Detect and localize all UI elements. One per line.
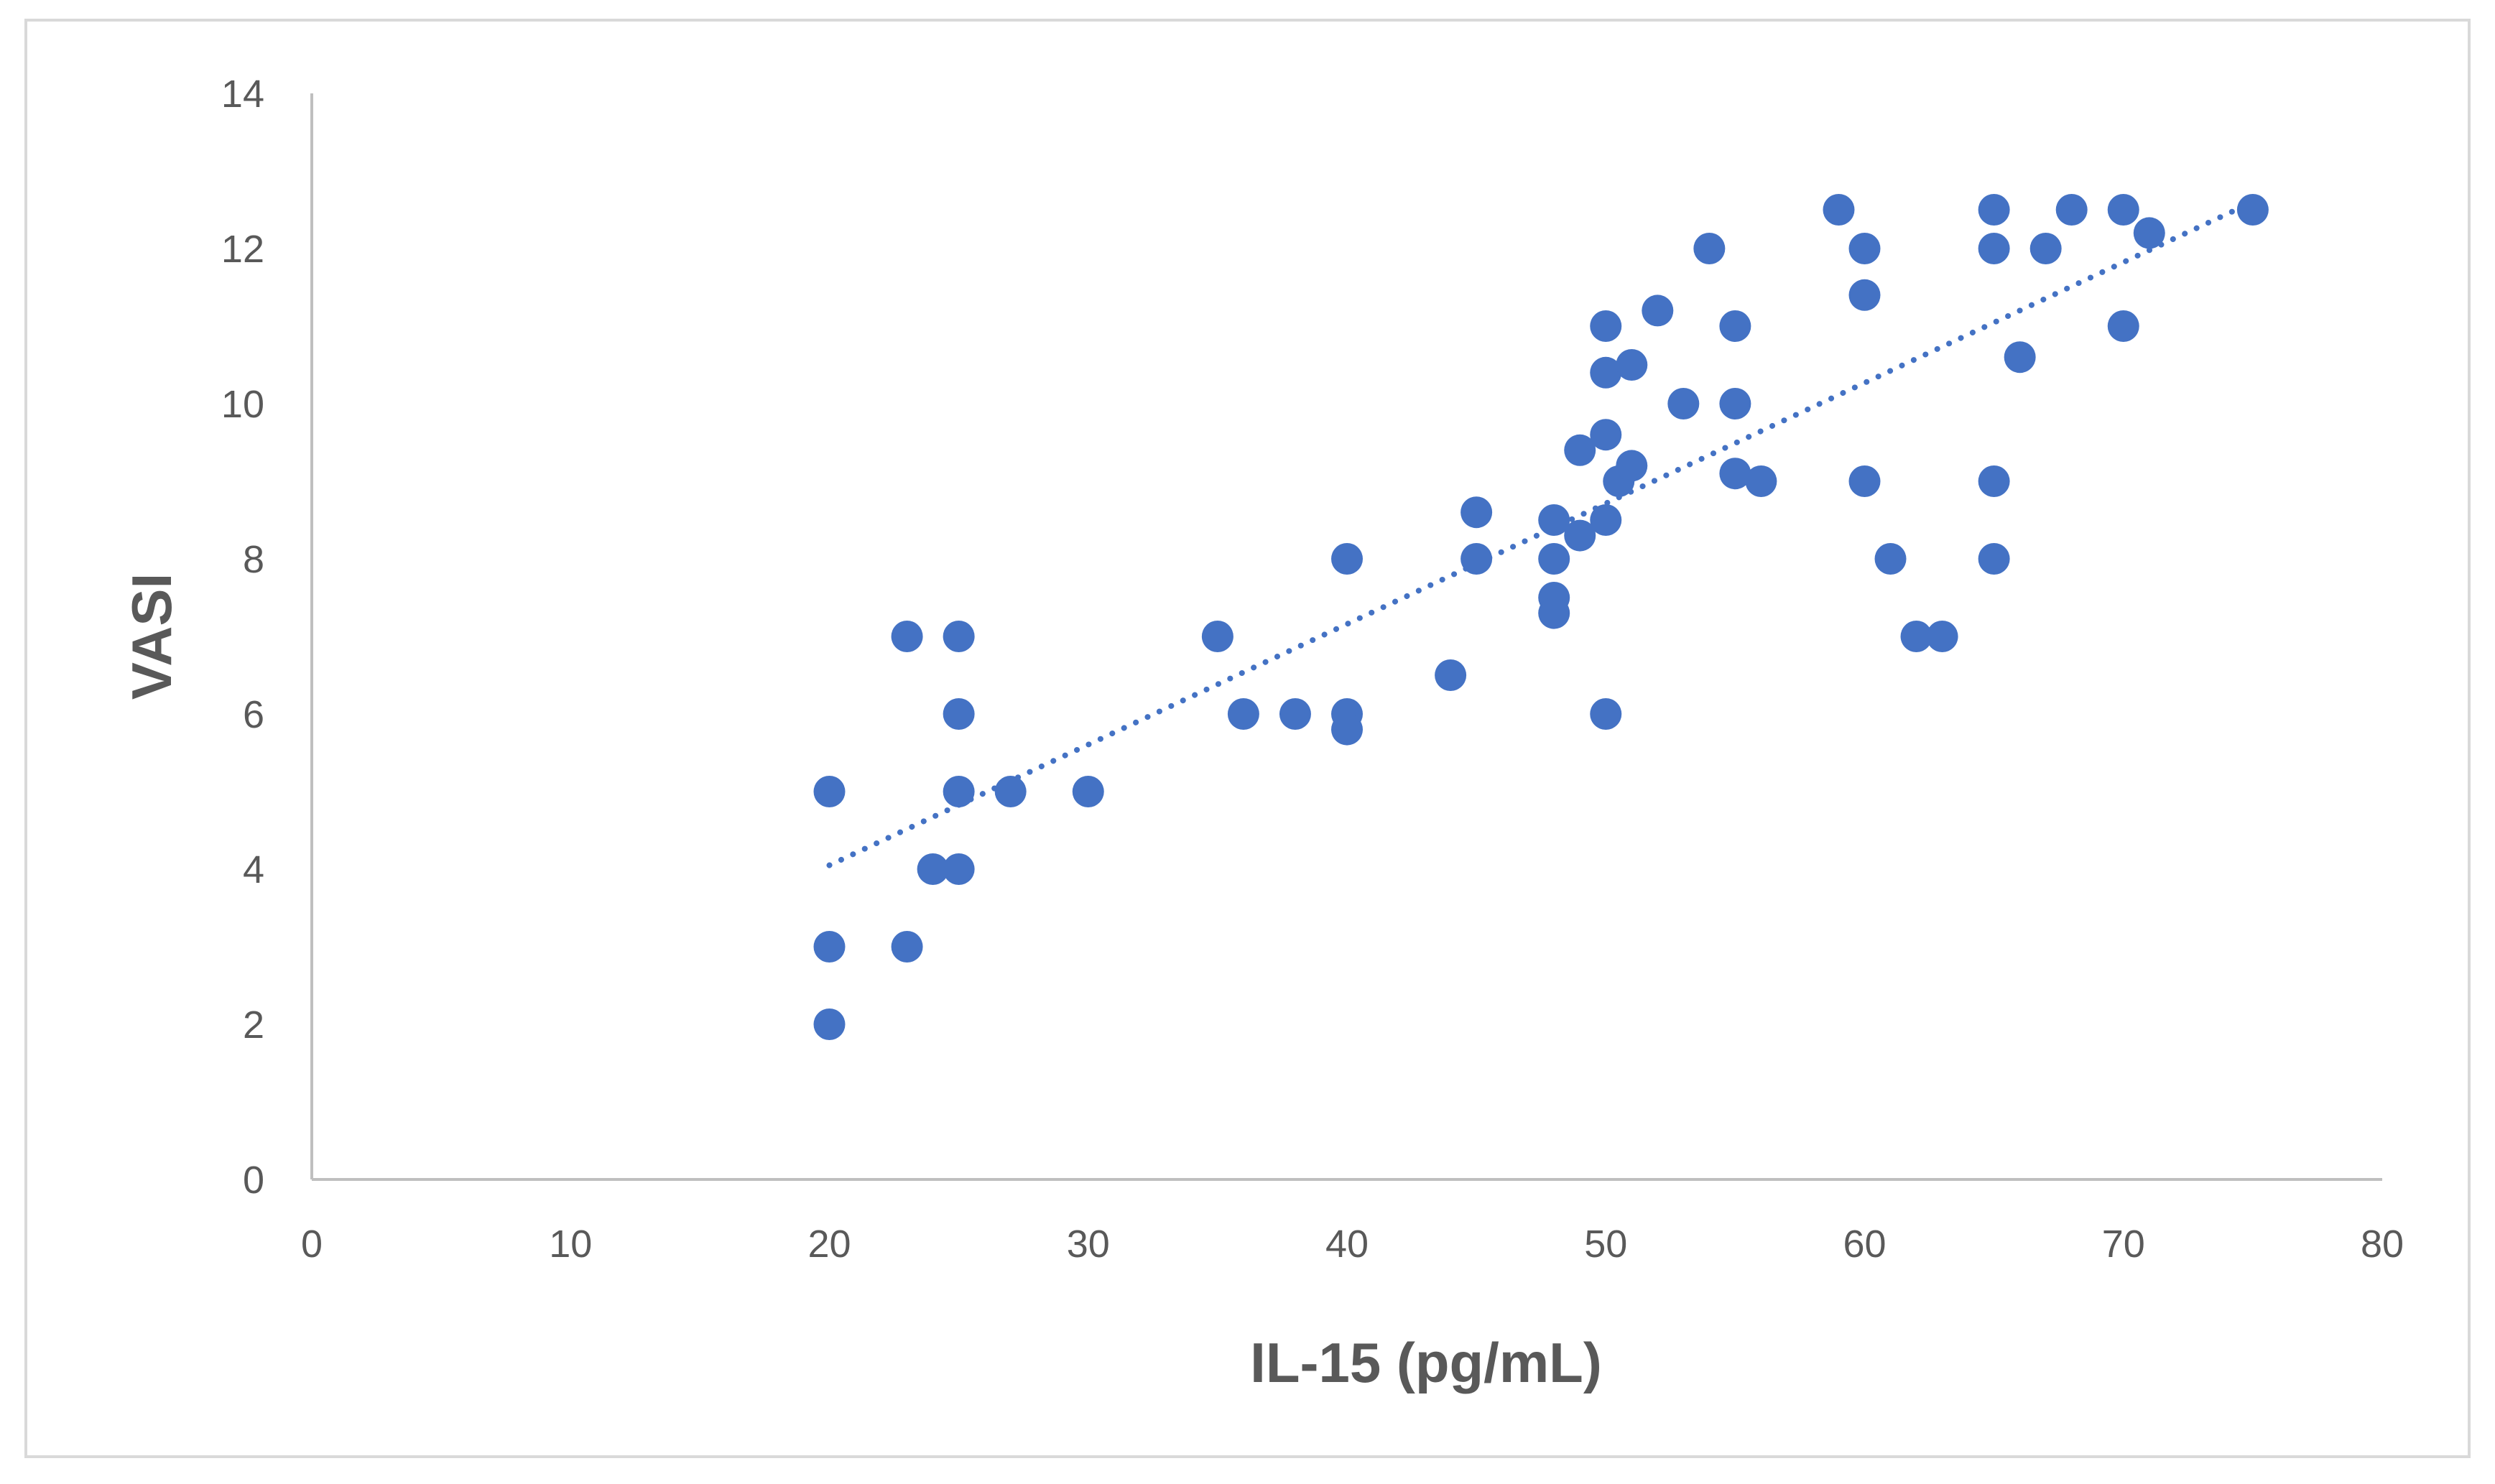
data-point <box>1072 776 1104 807</box>
data-point <box>1590 419 1622 451</box>
data-point <box>1538 543 1570 575</box>
data-point <box>943 853 975 885</box>
data-point <box>1564 519 1596 552</box>
data-point <box>1667 388 1700 419</box>
data-point <box>1719 458 1751 490</box>
data-point <box>1978 233 2010 264</box>
x-tick-label: 10 <box>549 1223 592 1266</box>
x-tick-label: 80 <box>2361 1223 2404 1266</box>
y-tick-label: 12 <box>221 228 264 271</box>
data-point <box>813 931 846 963</box>
x-tick-label: 50 <box>1584 1223 1627 1266</box>
y-tick-label: 10 <box>221 383 264 426</box>
data-point <box>1719 310 1751 342</box>
data-point <box>813 1008 846 1040</box>
data-point <box>1926 621 1958 652</box>
data-point <box>1823 194 1855 226</box>
data-point <box>2133 217 2165 249</box>
data-point <box>813 776 846 807</box>
y-tick-labels: 0 2 4 6 8 10 12 14 <box>221 73 264 1202</box>
data-point <box>917 853 949 885</box>
data-point <box>1227 698 1259 730</box>
data-point <box>1538 504 1570 536</box>
scatter-chart: 0 10 20 30 40 50 60 70 80 0 2 4 6 8 10 12 14 IL-15 (pg/… <box>120 73 2404 1394</box>
data-point <box>1435 659 1467 691</box>
data-point <box>1642 295 1674 327</box>
data-point <box>891 621 923 652</box>
data-point <box>1848 233 1881 264</box>
data-point <box>1616 349 1648 381</box>
y-tick-label: 8 <box>243 538 264 581</box>
data-points <box>813 194 2269 1040</box>
data-point <box>1978 465 2010 497</box>
data-point <box>1978 543 2010 575</box>
x-tick-label: 30 <box>1067 1223 1110 1266</box>
data-point <box>1848 465 1881 497</box>
chart-frame: 0 10 20 30 40 50 60 70 80 0 2 4 6 8 10 12 14 IL-15 (pg/… <box>24 19 2471 1458</box>
data-point <box>1590 698 1622 730</box>
y-tick-label: 6 <box>243 693 264 736</box>
data-point <box>2029 233 2062 264</box>
data-point <box>1978 194 2010 226</box>
data-point <box>1693 233 1726 264</box>
data-point <box>1590 504 1622 536</box>
x-tick-label: 70 <box>2102 1223 2145 1266</box>
data-point <box>943 621 975 652</box>
data-point <box>2004 341 2036 374</box>
data-point <box>1461 543 1493 575</box>
x-tick-label: 20 <box>807 1223 851 1266</box>
y-tick-label: 14 <box>221 73 264 116</box>
data-point <box>1279 698 1311 730</box>
y-tick-label: 0 <box>243 1159 264 1202</box>
trendline <box>826 199 2256 868</box>
data-point <box>1461 496 1493 529</box>
data-point <box>1900 621 1932 652</box>
y-tick-label: 4 <box>243 848 264 891</box>
data-point <box>1331 713 1363 746</box>
data-point <box>1616 450 1648 482</box>
plot-area: 0 10 20 30 40 50 60 70 80 0 2 4 6 8 10 12 14 <box>221 73 2404 1266</box>
data-point <box>1201 621 1233 652</box>
data-point <box>1538 597 1570 629</box>
data-point <box>891 931 923 963</box>
data-point <box>994 776 1027 807</box>
data-point <box>2107 194 2139 226</box>
data-point <box>1745 465 1777 497</box>
data-point <box>943 698 975 730</box>
data-point <box>1848 279 1881 311</box>
data-point <box>1590 356 1622 389</box>
x-tick-label: 0 <box>301 1223 323 1266</box>
data-point <box>1719 388 1751 419</box>
data-point <box>2236 194 2269 226</box>
x-axis-title: IL-15 (pg/mL) <box>1250 1331 1602 1394</box>
x-tick-labels: 0 10 20 30 40 50 60 70 80 <box>301 1223 2404 1266</box>
y-tick-label: 2 <box>243 1003 264 1047</box>
y-axis-title: VASI <box>120 573 183 700</box>
data-point <box>2107 310 2139 342</box>
data-point <box>1564 434 1596 466</box>
data-point <box>1590 310 1622 342</box>
data-point <box>1331 543 1363 575</box>
data-point <box>1874 543 1907 575</box>
x-tick-label: 40 <box>1325 1223 1369 1266</box>
data-point <box>943 776 975 807</box>
data-point <box>2055 194 2088 226</box>
x-tick-label: 60 <box>1843 1223 1886 1266</box>
